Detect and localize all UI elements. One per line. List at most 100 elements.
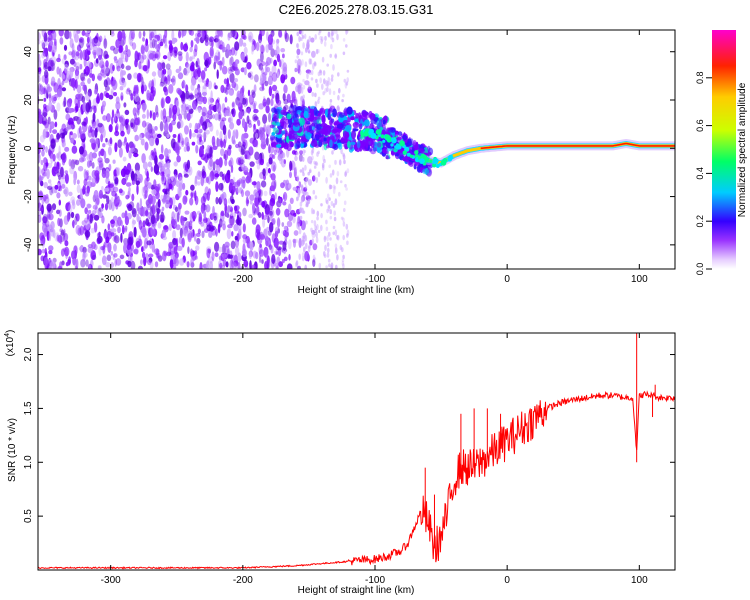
noise-speck bbox=[40, 235, 46, 246]
noise-speck bbox=[151, 129, 156, 140]
noise-speck bbox=[301, 156, 305, 162]
noise-speck bbox=[91, 73, 96, 82]
noise-speck bbox=[81, 30, 86, 36]
noise-speck bbox=[157, 255, 163, 262]
noise-speck bbox=[211, 40, 214, 48]
noise-speck bbox=[147, 59, 151, 69]
noise-speck bbox=[343, 208, 346, 212]
noise-speck bbox=[45, 146, 48, 153]
noise-speck bbox=[328, 81, 332, 86]
noise-speck bbox=[115, 39, 120, 49]
noise-speck bbox=[275, 262, 278, 269]
noise-speck bbox=[220, 84, 225, 94]
noise-speck bbox=[180, 41, 184, 51]
noise-speck bbox=[263, 123, 267, 133]
noise-speck bbox=[230, 165, 234, 173]
noise-speck bbox=[93, 244, 98, 251]
noise-speck bbox=[214, 113, 219, 121]
noise-speck bbox=[312, 175, 316, 182]
noise-speck bbox=[234, 66, 239, 71]
noise-speck bbox=[320, 212, 323, 219]
noise-speck bbox=[339, 244, 343, 251]
noise-speck bbox=[156, 252, 161, 260]
noise-speck bbox=[167, 51, 172, 62]
noise-speck bbox=[203, 220, 207, 230]
ridge-speck bbox=[323, 142, 328, 151]
noise-speck bbox=[84, 32, 90, 38]
noise-speck bbox=[266, 56, 272, 66]
noise-speck bbox=[238, 110, 243, 120]
ridge-speck bbox=[280, 109, 287, 116]
noise-speck bbox=[304, 33, 307, 40]
noise-speck bbox=[305, 203, 308, 208]
noise-speck bbox=[38, 111, 41, 116]
noise-speck bbox=[181, 79, 186, 89]
ridge-speck bbox=[397, 136, 402, 141]
ridge-speck bbox=[286, 113, 292, 120]
noise-speck bbox=[110, 81, 114, 88]
noise-speck bbox=[276, 38, 280, 44]
noise-speck bbox=[117, 226, 121, 234]
colorbar-gradient bbox=[712, 30, 736, 269]
noise-speck bbox=[165, 96, 171, 104]
noise-speck bbox=[91, 162, 95, 169]
ridge-speck bbox=[408, 162, 414, 167]
noise-speck bbox=[215, 196, 219, 205]
noise-speck bbox=[209, 46, 214, 57]
noise-speck bbox=[288, 253, 291, 261]
noise-speck bbox=[72, 219, 75, 229]
noise-speck bbox=[196, 181, 201, 186]
noise-speck bbox=[178, 30, 182, 39]
noise-speck bbox=[194, 255, 198, 260]
noise-speck bbox=[302, 42, 305, 49]
noise-speck bbox=[52, 96, 58, 102]
noise-speck bbox=[142, 251, 146, 259]
noise-speck bbox=[126, 243, 131, 250]
ridge-speck bbox=[293, 119, 300, 128]
noise-speck bbox=[267, 34, 273, 45]
noise-speck bbox=[97, 235, 103, 244]
noise-speck bbox=[58, 209, 62, 217]
noise-speck bbox=[110, 90, 114, 96]
noise-speck bbox=[337, 94, 340, 101]
noise-speck bbox=[283, 191, 288, 202]
noise-speck bbox=[198, 30, 204, 34]
x-tick-label: -300 bbox=[101, 575, 121, 586]
noise-speck bbox=[175, 224, 181, 231]
noise-speck bbox=[269, 222, 274, 233]
noise-speck bbox=[164, 44, 168, 49]
x-tick-label: -100 bbox=[365, 575, 385, 586]
noise-speck bbox=[192, 100, 197, 110]
noise-speck bbox=[127, 204, 133, 212]
noise-speck bbox=[244, 190, 251, 197]
noise-speck bbox=[320, 224, 323, 231]
noise-speck bbox=[213, 55, 218, 64]
noise-speck bbox=[63, 77, 69, 84]
ridge-speck bbox=[350, 141, 356, 146]
noise-speck bbox=[341, 258, 345, 263]
noise-speck bbox=[280, 48, 286, 53]
noise-speck bbox=[330, 44, 333, 50]
noise-speck bbox=[173, 173, 178, 184]
noise-speck bbox=[215, 228, 218, 237]
noise-speck bbox=[57, 217, 61, 227]
noise-speck bbox=[330, 201, 334, 206]
noise-speck bbox=[316, 210, 320, 217]
noise-speck bbox=[116, 199, 122, 207]
noise-speck bbox=[87, 209, 92, 214]
noise-speck bbox=[227, 224, 233, 229]
noise-speck bbox=[307, 198, 311, 205]
ridge-speck bbox=[376, 119, 382, 129]
noise-speck bbox=[173, 161, 178, 167]
noise-speck bbox=[283, 84, 288, 94]
noise-speck bbox=[64, 63, 69, 74]
noise-speck bbox=[125, 88, 130, 95]
noise-speck bbox=[345, 81, 349, 86]
noise-speck bbox=[93, 189, 99, 200]
noise-speck bbox=[124, 227, 128, 233]
noise-speck bbox=[286, 263, 293, 269]
y-tick-label: 0 bbox=[23, 145, 34, 151]
noise-speck bbox=[213, 215, 217, 221]
noise-speck bbox=[57, 234, 63, 243]
noise-speck bbox=[85, 91, 91, 102]
